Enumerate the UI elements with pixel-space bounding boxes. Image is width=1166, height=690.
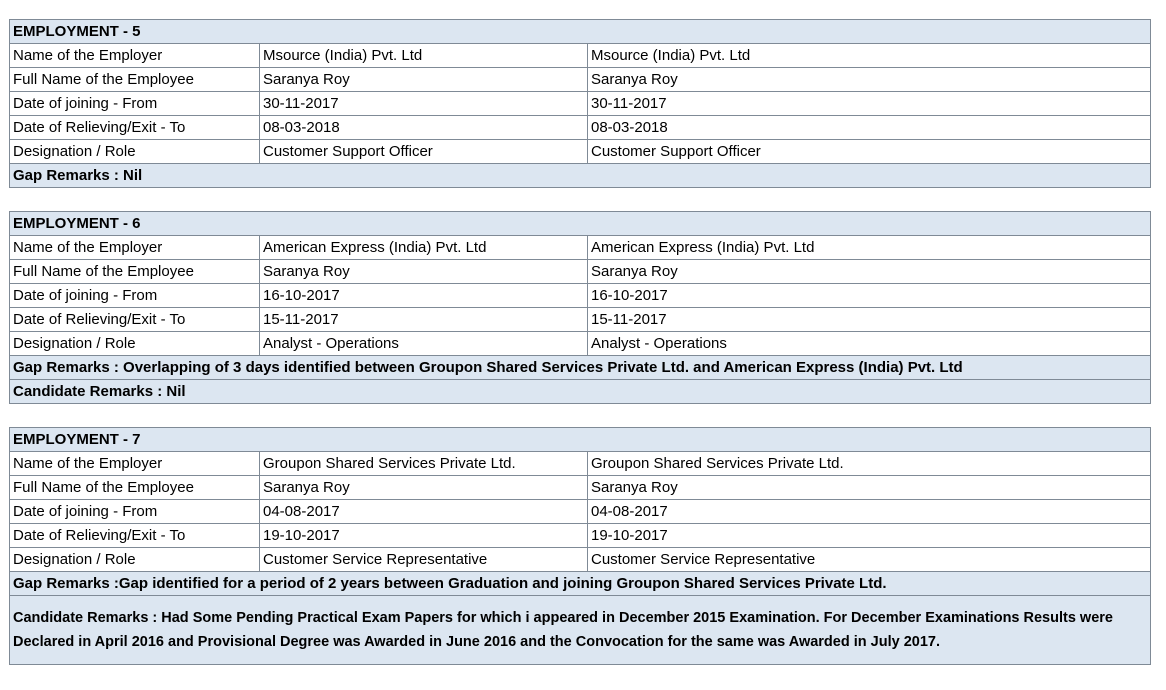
field-value: Groupon Shared Services Private Ltd. bbox=[586, 451, 1152, 476]
field-label: Date of Relieving/Exit - To bbox=[9, 523, 260, 548]
remark-row: Gap Remarks : Overlapping of 3 days iden… bbox=[8, 355, 1152, 380]
data-row: Name of the Employer Groupon Shared Servi… bbox=[9, 451, 1152, 476]
field-label: Date of joining - From bbox=[9, 499, 260, 524]
field-label: Date of joining - From bbox=[9, 91, 260, 116]
field-value: Groupon Shared Services Private Ltd. bbox=[259, 451, 588, 476]
field-value: Saranya Roy bbox=[259, 475, 588, 500]
remark: Candidate Remarks : Nil bbox=[8, 379, 1152, 404]
field-value: Analyst - Operations bbox=[586, 331, 1152, 356]
field-value: 15-11-2017 bbox=[259, 307, 588, 332]
field-value: 15-11-2017 bbox=[586, 307, 1152, 332]
field-value: Saranya Roy bbox=[586, 259, 1152, 284]
field-label: Name of the Employer bbox=[9, 43, 260, 68]
remark: Candidate Remarks : Had Some Pending Pra… bbox=[8, 595, 1152, 665]
field-value: 16-10-2017 bbox=[259, 283, 588, 308]
field-value: American Express (India) Pvt. Ltd bbox=[259, 235, 588, 260]
field-value: Customer Support Officer bbox=[586, 139, 1152, 164]
remark: Gap Remarks : Nil bbox=[8, 163, 1152, 188]
field-value: Saranya Roy bbox=[259, 67, 588, 92]
data-row: Date of Relieving/Exit - To 15-11-2017 15-… bbox=[9, 307, 1152, 332]
field-value: Msource (India) Pvt. Ltd bbox=[259, 43, 588, 68]
field-label: Date of Relieving/Exit - To bbox=[9, 115, 260, 140]
data-row: Date of Relieving/Exit - To 08-03-2018 08-… bbox=[9, 115, 1152, 140]
field-label: Name of the Employer bbox=[9, 235, 260, 260]
header-row: EMPLOYMENT - 6 bbox=[8, 211, 1152, 236]
data-row: Date of joining - From 04-08-2017 04-08-20… bbox=[9, 499, 1152, 524]
field-value: 08-03-2018 bbox=[259, 115, 588, 140]
data-row: Designation / Role Analyst - Operations An… bbox=[9, 331, 1152, 356]
field-value: 30-11-2017 bbox=[259, 91, 588, 116]
field-value: Customer Service Representative bbox=[259, 547, 588, 572]
field-value: 04-08-2017 bbox=[586, 499, 1152, 524]
field-value: 08-03-2018 bbox=[586, 115, 1152, 140]
data-row: Date of Relieving/Exit - To 19-10-2017 19-… bbox=[9, 523, 1152, 548]
field-value: Customer Service Representative bbox=[586, 547, 1152, 572]
field-value: 30-11-2017 bbox=[586, 91, 1152, 116]
field-value: Saranya Roy bbox=[586, 67, 1152, 92]
data-row: Date of joining - From 30-11-2017 30-11-20… bbox=[9, 91, 1152, 116]
data-row: Designation / Role Customer Service Repre… bbox=[9, 547, 1152, 572]
field-label: Full Name of the Employee bbox=[9, 67, 260, 92]
remark-row: Gap Remarks : Nil bbox=[8, 163, 1152, 188]
remark: Gap Remarks :Gap identified for a period… bbox=[8, 571, 1152, 596]
data-row: Designation / Role Customer Support Offic… bbox=[9, 139, 1152, 164]
table-title: EMPLOYMENT - 6 bbox=[8, 211, 1152, 236]
field-label: Designation / Role bbox=[9, 331, 260, 356]
field-label: Full Name of the Employee bbox=[9, 475, 260, 500]
field-label: Name of the Employer bbox=[9, 451, 260, 476]
field-label: Date of joining - From bbox=[9, 283, 260, 308]
field-value: Saranya Roy bbox=[259, 259, 588, 284]
remark-row: Candidate Remarks : Nil bbox=[8, 379, 1152, 404]
field-label: Date of Relieving/Exit - To bbox=[9, 307, 260, 332]
data-row: Name of the Employer Msource (India) Pvt.… bbox=[9, 43, 1152, 68]
data-row: Date of joining - From 16-10-2017 16-10-20… bbox=[9, 283, 1152, 308]
header-row: EMPLOYMENT - 5 bbox=[8, 19, 1152, 44]
data-row: Full Name of the Employee Saranya Roy Sara… bbox=[9, 259, 1152, 284]
employment-table: EMPLOYMENT - 6 Name of the Employer Americ… bbox=[8, 211, 1152, 404]
remark-row: Gap Remarks :Gap identified for a period… bbox=[8, 571, 1152, 596]
header-row: EMPLOYMENT - 7 bbox=[8, 427, 1152, 452]
field-value: Customer Support Officer bbox=[259, 139, 588, 164]
field-value: American Express (India) Pvt. Ltd bbox=[586, 235, 1152, 260]
field-value: 04-08-2017 bbox=[259, 499, 588, 524]
field-value: 16-10-2017 bbox=[586, 283, 1152, 308]
employment-table: EMPLOYMENT - 5 Name of the Employer Msourc… bbox=[8, 19, 1152, 188]
table-title: EMPLOYMENT - 7 bbox=[8, 427, 1152, 452]
remark: Gap Remarks : Overlapping of 3 days iden… bbox=[8, 355, 1152, 380]
field-value: Analyst - Operations bbox=[259, 331, 588, 356]
field-value: Msource (India) Pvt. Ltd bbox=[586, 43, 1152, 68]
data-row: Full Name of the Employee Saranya Roy Sara… bbox=[9, 67, 1152, 92]
field-label: Designation / Role bbox=[9, 547, 260, 572]
data-row: Name of the Employer American Express (In… bbox=[9, 235, 1152, 260]
remark-row: Candidate Remarks : Had Some Pending Pra… bbox=[8, 595, 1152, 665]
employment-table: EMPLOYMENT - 7 Name of the Employer Groupo… bbox=[8, 427, 1152, 665]
field-label: Designation / Role bbox=[9, 139, 260, 164]
table-title: EMPLOYMENT - 5 bbox=[8, 19, 1152, 44]
field-value: Saranya Roy bbox=[586, 475, 1152, 500]
field-label: Full Name of the Employee bbox=[9, 259, 260, 284]
data-row: Full Name of the Employee Saranya Roy Sara… bbox=[9, 475, 1152, 500]
field-value: 19-10-2017 bbox=[259, 523, 588, 548]
field-value: 19-10-2017 bbox=[586, 523, 1152, 548]
